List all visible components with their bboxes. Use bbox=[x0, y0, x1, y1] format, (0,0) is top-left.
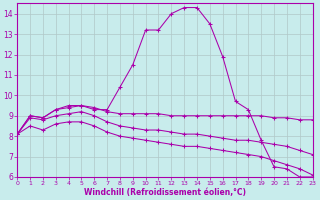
X-axis label: Windchill (Refroidissement éolien,°C): Windchill (Refroidissement éolien,°C) bbox=[84, 188, 246, 197]
